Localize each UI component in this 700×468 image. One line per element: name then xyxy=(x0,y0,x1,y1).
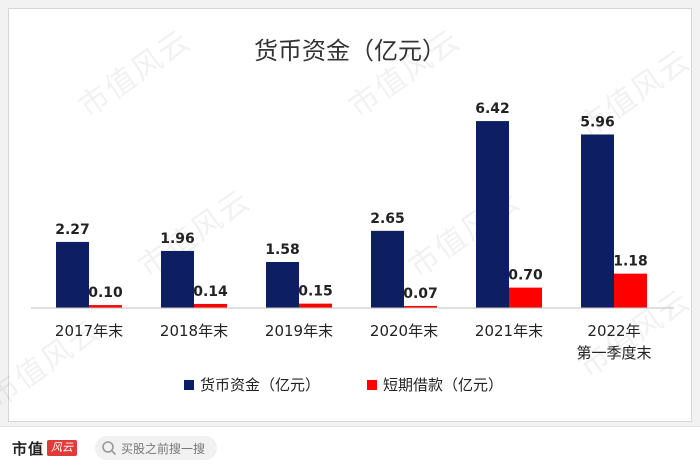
search-input[interactable]: 买股之前搜一搜 xyxy=(95,436,217,460)
bar-cash xyxy=(581,134,614,308)
legend-swatch xyxy=(184,380,194,390)
x-tick-label: 第一季度末 xyxy=(576,344,651,362)
bar-short-borrowing xyxy=(299,303,332,308)
x-tick-label: 2021年末 xyxy=(475,322,543,340)
legend-swatch xyxy=(367,380,377,390)
bar-short-borrowing xyxy=(194,303,227,308)
data-label: 0.70 xyxy=(508,268,543,284)
legend-label: 货币资金（亿元） xyxy=(200,376,320,394)
bar-cash xyxy=(371,230,404,308)
data-label: 5.96 xyxy=(580,114,615,130)
chart-title: 货币资金（亿元） xyxy=(254,37,446,65)
x-tick-label: 2022年 xyxy=(587,322,640,340)
bar-short-borrowing xyxy=(404,305,437,308)
data-label: 0.15 xyxy=(298,284,333,300)
data-label: 1.18 xyxy=(613,254,648,270)
brand-name: 市值 xyxy=(12,439,45,458)
bar-chart: 货币资金（亿元） 2.27 0.10 1.96 0.14 1.58 0.15 2.65 0.0… xyxy=(31,37,674,394)
data-label: 2.27 xyxy=(55,222,90,238)
bar-short-borrowing xyxy=(89,305,122,308)
chart-card: 市值风云 市值风云 市值风云 市值风云 市值风云 市值风云 市值风云 货币资金（… xyxy=(0,8,697,422)
brand-logo: 市值 风云 xyxy=(12,437,78,459)
search-icon xyxy=(102,441,117,456)
x-tick-label: 2017年末 xyxy=(55,322,123,340)
bar-short-borrowing xyxy=(509,287,542,308)
data-label: 1.96 xyxy=(160,231,195,247)
data-label: 6.42 xyxy=(475,101,510,117)
bar-short-borrowing xyxy=(614,273,647,308)
data-label: 2.65 xyxy=(370,211,405,227)
x-tick-label: 2020年末 xyxy=(370,322,438,340)
brand-seal: 风云 xyxy=(47,440,78,456)
data-label: 0.14 xyxy=(193,284,228,300)
x-tick-label: 2018年末 xyxy=(160,322,228,340)
data-label: 0.07 xyxy=(403,286,438,302)
bar-cash xyxy=(476,121,509,309)
data-label: 1.58 xyxy=(265,242,300,258)
footer-bar: 市值 风云 买股之前搜一搜 xyxy=(0,426,700,468)
legend-label: 短期借款（亿元） xyxy=(383,376,503,394)
search-placeholder: 买股之前搜一搜 xyxy=(121,441,206,456)
bar-cash xyxy=(266,261,299,308)
bar-cash xyxy=(56,241,89,308)
x-tick-label: 2019年末 xyxy=(265,322,333,340)
data-label: 0.10 xyxy=(88,285,123,301)
bar-cash xyxy=(161,250,194,308)
